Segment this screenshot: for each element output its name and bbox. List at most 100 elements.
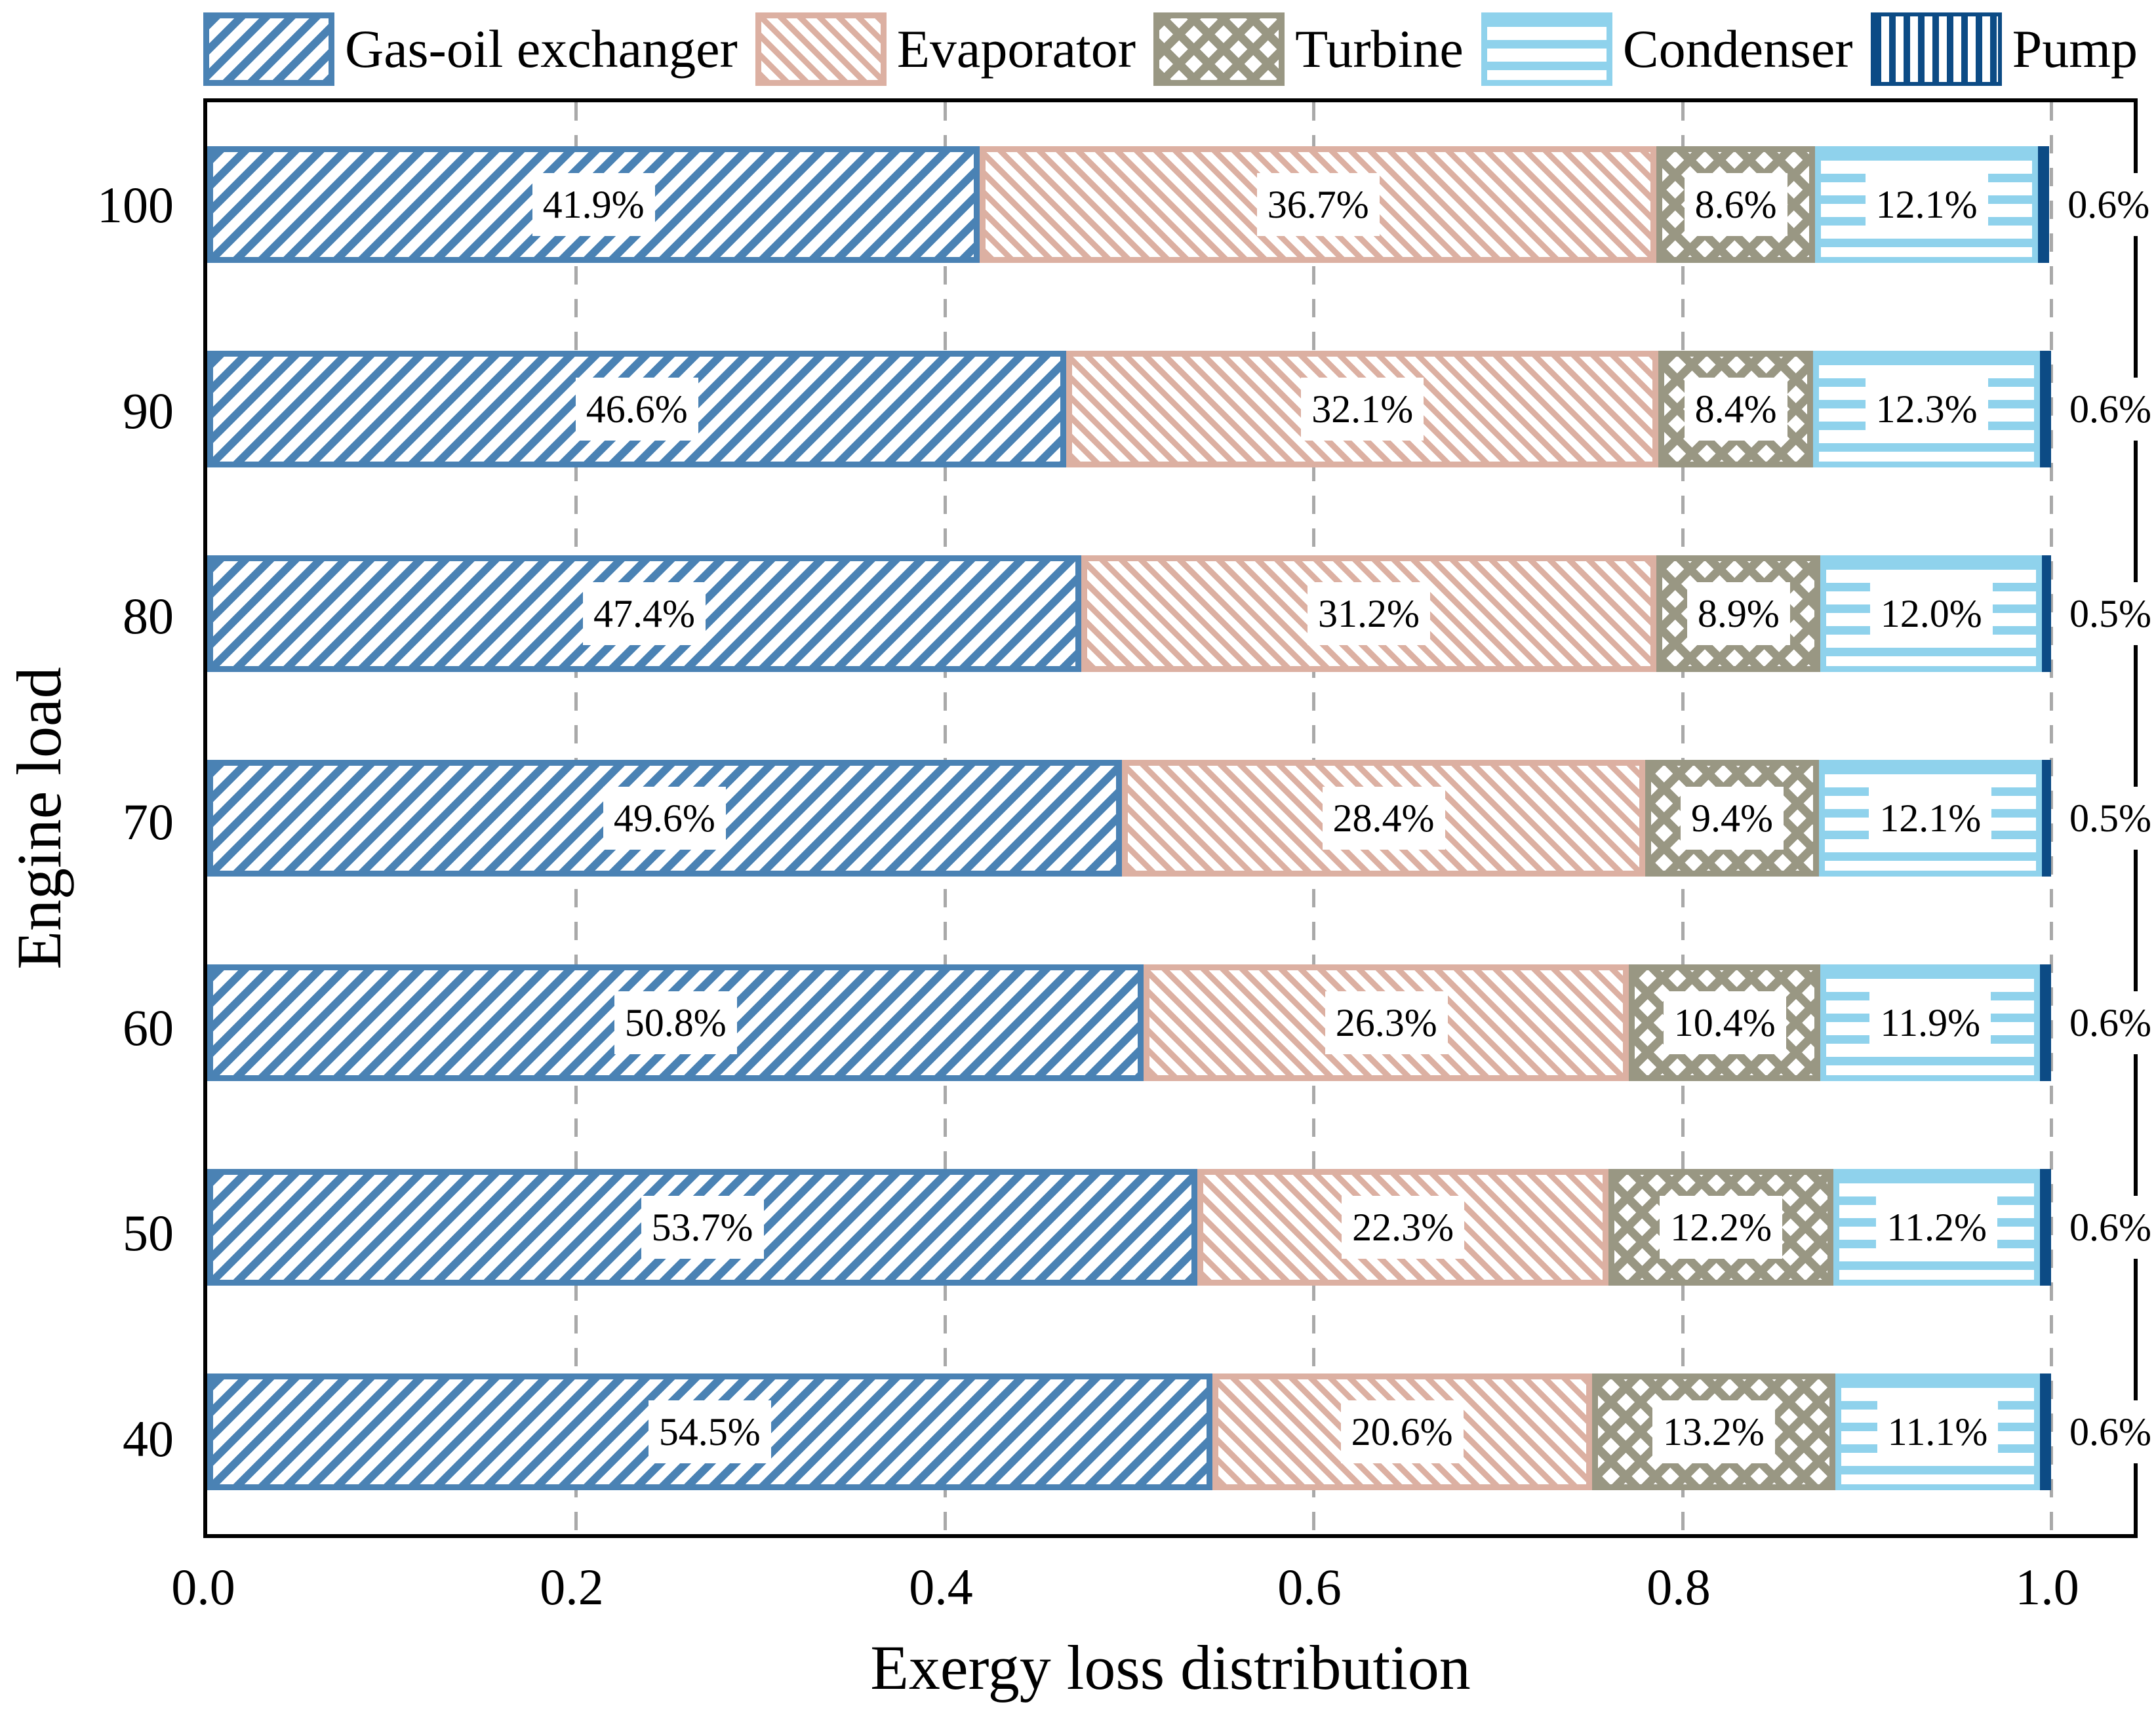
legend-item-condenser: Condenser [1481,12,1853,86]
bar-segment-condenser: 12.0% [1820,555,2042,672]
segment-value-label: 20.6% [1340,1400,1464,1463]
evaporator-hatch-swatch-icon [755,12,887,86]
bar-segment-turbine: 8.6% [1656,146,1816,263]
segment-value-label: 13.2% [1652,1400,1775,1463]
bar-segment-pump [2041,760,2051,877]
plot-area: 41.9% 36.7% 8.6% 12.1% 0.6% 46.6% 32.1% 8.4% 12.… [203,98,2156,1538]
bar-segment-condenser: 12.1% [1818,760,2042,877]
legend-item-turbine: Turbine [1153,12,1464,86]
gridline [2050,102,2053,1534]
bar-segment-evaporator: 22.3% [1197,1169,1609,1286]
pump-hatch-swatch-icon [1870,12,2002,86]
segment-value-label: 41.9% [532,173,655,236]
segment-value-label: 12.0% [1869,582,1993,645]
segment-value-label: 9.4% [1681,787,1784,850]
bar-segment-evaporator: 32.1% [1066,351,1659,467]
legend-label: Evaporator [896,19,1136,79]
segment-value-label: 12.3% [1865,378,1988,441]
bar-segment-evaporator: 31.2% [1081,555,1657,672]
bar-row-load-60: 50.8% 26.3% 10.4% 11.9% 0.6% [207,964,2156,1081]
x-tick-label: 0.6 [1277,1558,1342,1615]
segment-value-label: 28.4% [1322,787,1445,850]
legend-label: Turbine [1295,19,1464,79]
bar-segment-condenser: 11.2% [1833,1169,2041,1286]
segment-value-label: 53.7% [641,1196,764,1259]
segment-value-label: 8.9% [1687,582,1790,645]
legend: Gas-oil exchanger Evaporator Turbine Con… [203,9,2138,89]
x-axis-title: Exergy loss distribution [870,1632,1471,1703]
segment-value-label: 11.2% [1876,1196,1997,1259]
y-tick-label: 90 [123,382,174,439]
bar-segment-evaporator: 26.3% [1144,964,1629,1081]
segment-value-label: 12.1% [1865,173,1988,236]
segment-value-label-pump: 0.6% [2059,378,2156,441]
legend-label: Condenser [1622,19,1853,79]
gas-oil-exchanger-hatch-swatch-icon [203,12,334,86]
segment-value-label: 46.6% [575,378,698,441]
y-tick-label: 70 [123,793,174,850]
segment-value-label-pump: 0.5% [2059,582,2156,645]
bar-segment-turbine: 12.2% [1608,1169,1834,1286]
segment-value-label: 36.7% [1256,173,1380,236]
bar-segment-turbine: 10.4% [1629,964,1821,1081]
bar-segment-condenser: 12.3% [1813,351,2041,467]
bar-segment-pump [2041,555,2051,672]
legend-item-gas-oil-exchanger: Gas-oil exchanger [203,12,738,86]
segment-value-label: 11.9% [1869,991,1991,1054]
x-tick-label: 0.2 [540,1558,604,1615]
bar-segment-evaporator: 28.4% [1121,760,1646,877]
bar-segment-gas-oil-exchanger: 53.7% [207,1169,1198,1286]
segment-value-label: 49.6% [603,787,726,850]
bar-segment-condenser: 11.1% [1835,1373,2041,1490]
bar-segment-evaporator: 20.6% [1212,1373,1592,1490]
legend-item-evaporator: Evaporator [755,12,1136,86]
bar-segment-condenser: 12.1% [1815,146,2039,263]
bar-segment-gas-oil-exchanger: 46.6% [207,351,1067,467]
bar-segment-evaporator: 36.7% [980,146,1657,263]
segment-value-label: 22.3% [1342,1196,1465,1259]
bar-segment-pump [2040,1373,2051,1490]
segment-value-label: 10.4% [1663,991,1786,1054]
segment-value-label-pump: 0.6% [2057,173,2156,236]
bar-segment-gas-oil-exchanger: 50.8% [207,964,1144,1081]
x-tick-label: 0.4 [909,1558,973,1615]
legend-label: Gas-oil exchanger [345,19,738,79]
turbine-hatch-swatch-icon [1153,12,1285,86]
bar-segment-turbine: 9.4% [1645,760,1819,877]
bar-row-load-70: 49.6% 28.4% 9.4% 12.1% 0.5% [207,760,2156,877]
bar-row-load-80: 47.4% 31.2% 8.9% 12.0% 0.5% [207,555,2156,672]
bar-row-load-100: 41.9% 36.7% 8.6% 12.1% 0.6% [207,146,2156,263]
y-tick-label: 60 [123,999,174,1056]
y-tick-label: 40 [123,1410,174,1467]
segment-value-label: 8.4% [1684,378,1787,441]
segment-value-label: 47.4% [582,582,706,645]
legend-label: Pump [2012,19,2138,79]
bar-segment-pump [2040,964,2051,1081]
bar-segment-turbine: 13.2% [1591,1373,1835,1490]
segment-value-label: 8.6% [1684,173,1787,236]
legend-item-pump: Pump [1870,12,2138,86]
segment-value-label: 12.1% [1869,787,1992,850]
bar-segment-gas-oil-exchanger: 54.5% [207,1373,1212,1490]
bar-segment-pump [2040,1169,2051,1286]
y-tick-label: 80 [123,587,174,644]
bar-row-load-90: 46.6% 32.1% 8.4% 12.3% 0.6% [207,351,2156,467]
segment-value-label: 12.2% [1660,1196,1783,1259]
segment-value-label-pump: 0.6% [2059,1196,2156,1259]
bar-segment-turbine: 8.9% [1656,555,1821,672]
y-tick-label: 100 [97,176,174,233]
segment-value-label-pump: 0.6% [2059,991,2156,1054]
segment-value-label: 11.1% [1877,1400,1999,1463]
segment-value-label: 50.8% [614,991,737,1054]
x-tick-label: 0.8 [1647,1558,1711,1615]
y-axis-title: Engine load [4,667,74,970]
segment-value-label: 31.2% [1308,582,1431,645]
condenser-hatch-swatch-icon [1481,12,1612,86]
bar-segment-gas-oil-exchanger: 49.6% [207,760,1122,877]
bar-row-load-40: 54.5% 20.6% 13.2% 11.1% 0.6% [207,1373,2156,1490]
x-tick-label: 0.0 [171,1558,235,1615]
segment-value-label: 54.5% [648,1400,771,1463]
bar-segment-condenser: 11.9% [1820,964,2041,1081]
segment-value-label-pump: 0.5% [2059,787,2156,850]
bar-segment-pump [2040,351,2051,467]
